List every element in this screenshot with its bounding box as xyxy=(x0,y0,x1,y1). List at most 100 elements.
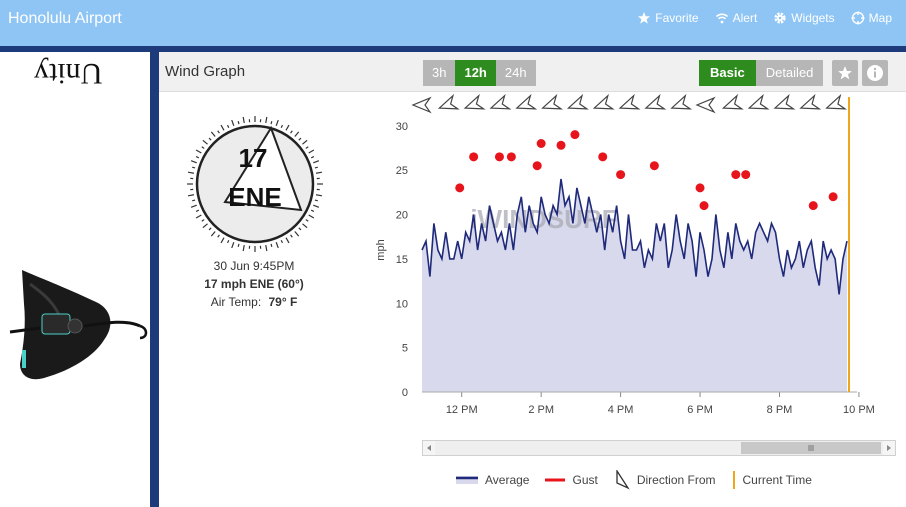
compass-tick xyxy=(314,166,318,169)
compass-tick xyxy=(217,234,220,238)
compass-tick xyxy=(294,131,300,137)
direction-arrow xyxy=(437,93,460,110)
legend-current-time-label: Current Time xyxy=(742,473,812,487)
compass-tick xyxy=(280,239,284,244)
compass-ticks xyxy=(187,116,323,252)
detailed-mode-button[interactable]: Detailed xyxy=(755,60,824,86)
favorite-link[interactable]: Favorite xyxy=(637,11,699,25)
y-tick-label: 15 xyxy=(396,254,408,266)
compass-tick xyxy=(220,237,225,244)
y-tick-label: 20 xyxy=(396,210,408,222)
direction-arrow xyxy=(644,93,667,110)
direction-arrow xyxy=(721,93,744,110)
gust-point xyxy=(808,201,818,211)
compass-tick xyxy=(217,130,220,134)
compass-tick xyxy=(275,242,279,249)
alert-link[interactable]: Alert xyxy=(715,11,757,25)
compass-tick xyxy=(275,119,279,126)
legend-direction-label: Direction From xyxy=(636,473,716,487)
info-button[interactable] xyxy=(862,60,888,86)
y-tick-label: 5 xyxy=(402,343,408,355)
direction-arrow xyxy=(747,93,770,110)
gust-point xyxy=(469,152,479,162)
direction-arrow xyxy=(541,93,564,110)
compass-tick xyxy=(231,242,235,249)
compass-tick xyxy=(210,231,216,237)
gust-point xyxy=(506,152,516,162)
star-icon xyxy=(638,12,651,24)
compass-tick xyxy=(195,214,202,219)
widgets-link[interactable]: Widgets xyxy=(773,11,835,25)
legend-current-time[interactable]: Current Time xyxy=(732,471,812,489)
time-range-toggle: 3h 12h 24h xyxy=(423,60,536,86)
info-icon xyxy=(867,65,883,81)
legend-gust[interactable]: Gust xyxy=(545,473,598,487)
y-tick-label: 25 xyxy=(396,165,408,177)
gust-point xyxy=(532,161,542,171)
compass-tick xyxy=(195,149,202,154)
direction-arrow xyxy=(670,93,693,110)
legend-average[interactable]: Average xyxy=(456,473,529,487)
favorite-station-button[interactable] xyxy=(832,60,858,86)
compass-tick xyxy=(195,209,200,213)
direction-arrow xyxy=(566,93,589,110)
direction-arrow xyxy=(773,93,796,110)
wind-compass: 17 ENE xyxy=(185,114,325,259)
legend-gust-label: Gust xyxy=(572,473,598,487)
current-time-swatch xyxy=(732,471,735,489)
header-nav: Favorite Alert Widgets Map xyxy=(637,11,892,25)
compass-tick xyxy=(285,124,290,131)
direction-arrow xyxy=(489,93,512,110)
gust-swatch xyxy=(545,478,566,482)
y-tick-label: 10 xyxy=(396,298,408,310)
legend-direction[interactable]: Direction From xyxy=(614,470,716,490)
gust-point xyxy=(455,183,465,193)
direction-arrow xyxy=(695,96,716,114)
favorite-label: Favorite xyxy=(655,11,699,25)
gust-point xyxy=(570,130,580,140)
direction-arrow-icon xyxy=(616,470,630,490)
sidebar-ad[interactable]: Unity xyxy=(0,52,150,507)
range-12h-button[interactable]: 12h xyxy=(455,60,496,86)
map-link[interactable]: Map xyxy=(851,11,892,25)
direction-arrow xyxy=(463,93,486,110)
gust-point xyxy=(649,161,659,171)
panel-header: Wind Graph 3h 12h 24h Basic Detailed xyxy=(159,52,906,92)
compass-tick xyxy=(302,223,308,229)
compass-tick xyxy=(242,244,245,252)
compass-tick xyxy=(190,204,197,208)
chart-scrollbar[interactable] xyxy=(422,440,896,456)
wind-chart[interactable]: 0 5 10 15 20 25 30 mph 12 PM 2 PM 4 PM 6 PM 8 PM 10 P… xyxy=(159,52,906,462)
compass-tick xyxy=(308,214,315,219)
direction-arrow xyxy=(799,93,822,110)
compass-tick xyxy=(290,234,293,238)
range-3h-button[interactable]: 3h xyxy=(423,60,456,86)
compass-tick xyxy=(265,116,268,124)
gust-point xyxy=(695,183,705,193)
compass-tick xyxy=(294,231,300,237)
gust-point xyxy=(828,192,838,202)
scroll-right-arrow[interactable] xyxy=(883,441,895,455)
legend-average-label: Average xyxy=(485,473,530,487)
wind-graph-panel: Wind Graph 3h 12h 24h Basic Detailed 17 … xyxy=(159,52,906,507)
range-24h-button[interactable]: 24h xyxy=(495,60,536,86)
x-tick-label: 12 PM xyxy=(446,404,478,416)
compass-tick xyxy=(210,131,216,137)
gust-point xyxy=(731,170,741,180)
panel-title: Wind Graph xyxy=(165,63,246,80)
compass-tick xyxy=(305,219,309,222)
compass-tick xyxy=(298,137,302,141)
basic-mode-button[interactable]: Basic xyxy=(699,60,756,86)
gust-point xyxy=(616,170,626,180)
compass-tick xyxy=(313,204,320,208)
location-title: Honolulu Airport xyxy=(8,10,122,27)
wind-direction-pointer xyxy=(223,125,303,212)
compass-dial: 17 ENE xyxy=(187,116,323,252)
current-conditions: 30 Jun 9:45PM 17 mph ENE (60°) Air Temp:… xyxy=(159,257,349,311)
wind-summary: 17 mph ENE (60°) xyxy=(204,277,304,291)
compass-tick xyxy=(290,130,293,134)
mode-toggle: Basic Detailed xyxy=(699,60,824,86)
compass-tick xyxy=(315,171,323,174)
compass-tick xyxy=(315,194,323,197)
scroll-left-arrow[interactable] xyxy=(423,441,435,455)
